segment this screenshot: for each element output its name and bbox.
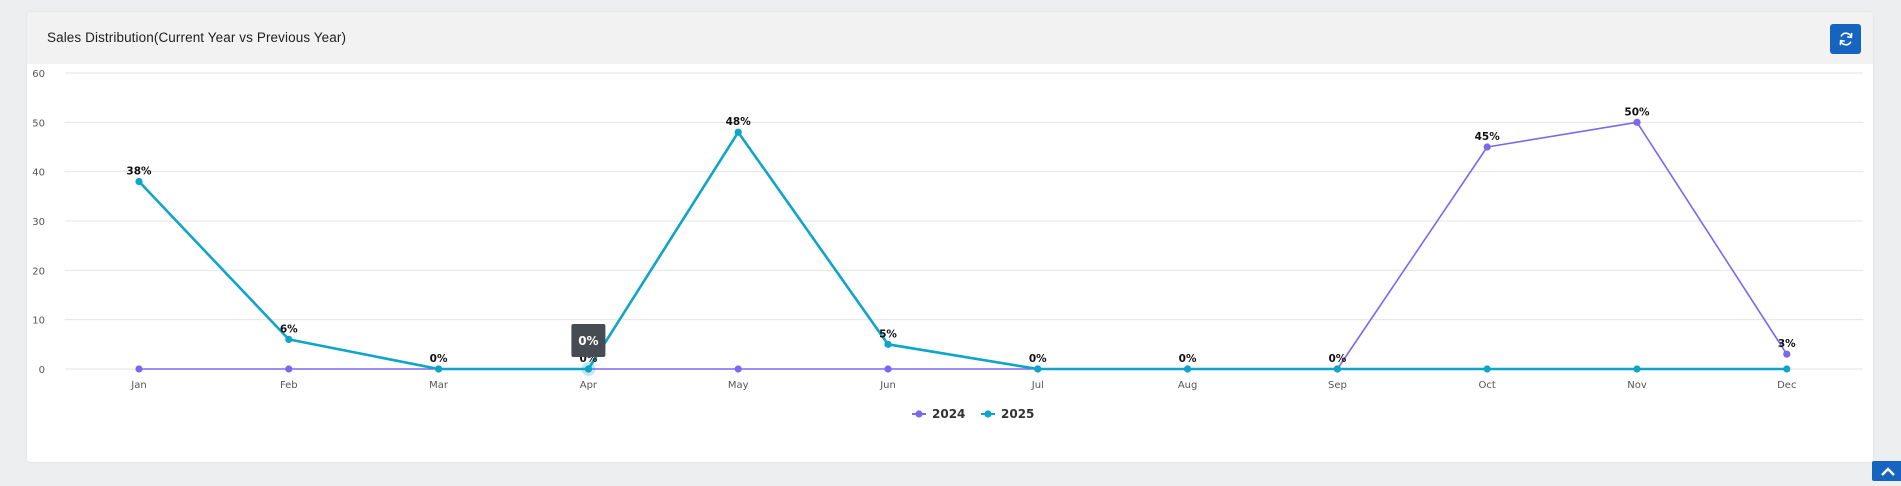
- data-label: 6%: [280, 323, 298, 335]
- data-point-2024: [1633, 118, 1641, 126]
- y-tick-label: 60: [32, 69, 45, 80]
- data-label: 50%: [1624, 106, 1650, 118]
- data-point-2025: [1333, 365, 1341, 373]
- legend-marker-2025: [984, 410, 992, 418]
- x-tick-label: Apr: [580, 380, 598, 391]
- x-tick-label: Jan: [130, 380, 146, 391]
- hover-halo: [581, 362, 596, 376]
- data-point-2025: [734, 128, 742, 136]
- refresh-icon: [1839, 32, 1852, 46]
- x-tick-label: Jun: [879, 380, 896, 391]
- data-label: 45%: [1475, 131, 1501, 143]
- scroll-to-top-button[interactable]: [1872, 461, 1901, 481]
- y-tick-label: 0: [39, 365, 45, 376]
- data-point-2024: [1783, 350, 1791, 358]
- y-tick-label: 20: [32, 266, 45, 277]
- legend-label: 2025: [1001, 407, 1034, 421]
- data-point-2024: [734, 365, 742, 373]
- data-label: 3%: [1778, 338, 1796, 350]
- card-title: Sales Distribution(Current Year vs Previ…: [47, 30, 347, 45]
- sales-line-chart: 0 10 20 30 40 50 60 Jan Feb Mar Apr May Jun Jul Aug Sep…: [32, 69, 1863, 421]
- data-point-2024: [884, 365, 892, 373]
- data-point-2024: [135, 365, 143, 373]
- data-point-2025: [285, 335, 293, 343]
- data-point-2025: [584, 365, 593, 373]
- y-tick-label: 40: [32, 168, 45, 179]
- series-line-2024: [139, 121, 1788, 370]
- data-label: 0%: [430, 353, 448, 365]
- x-tick-label: Dec: [1777, 380, 1796, 391]
- data-label: 0%: [1179, 353, 1197, 365]
- data-label: 38%: [126, 166, 152, 178]
- chevron-up-icon: [1881, 467, 1895, 476]
- data-point-2025: [884, 340, 892, 348]
- sales-distribution-card: Sales Distribution(Current Year vs Previ…: [27, 12, 1873, 462]
- x-tick-label: Nov: [1627, 380, 1647, 391]
- data-label: 0%: [1029, 353, 1047, 365]
- data-point-2025: [435, 365, 443, 373]
- x-tick-label: Jul: [1031, 380, 1044, 391]
- series-line-2025: [138, 130, 1787, 371]
- data-label: 48%: [726, 116, 752, 128]
- data-label: 5%: [879, 328, 897, 340]
- x-tick-label: Feb: [280, 380, 298, 391]
- data-point-2025: [1783, 365, 1791, 373]
- x-tick-label: Oct: [1479, 380, 1496, 391]
- tooltip-text: 0%: [578, 334, 598, 348]
- data-point-2025: [135, 177, 143, 186]
- data-point-2025: [1483, 365, 1491, 373]
- refresh-button[interactable]: [1830, 24, 1861, 54]
- data-point-2025: [1184, 365, 1192, 373]
- x-tick-label: Sep: [1328, 380, 1347, 391]
- data-point-2025: [1034, 365, 1042, 373]
- y-tick-label: 50: [32, 118, 45, 129]
- data-point-2024: [1483, 143, 1491, 151]
- data-point-2025: [1633, 365, 1641, 373]
- x-tick-label: Mar: [429, 380, 449, 391]
- y-tick-label: 10: [32, 316, 45, 327]
- tooltip-box: [571, 324, 606, 357]
- data-label: 0%: [1328, 353, 1346, 365]
- x-tick-label: May: [728, 380, 749, 391]
- legend-marker-2024: [915, 410, 923, 418]
- x-tick-label: Aug: [1178, 380, 1198, 391]
- card-header: Sales Distribution(Current Year vs Previ…: [27, 12, 1873, 64]
- legend-label: 2024: [932, 407, 965, 421]
- data-point-2024: [285, 365, 293, 373]
- y-tick-label: 30: [32, 217, 45, 228]
